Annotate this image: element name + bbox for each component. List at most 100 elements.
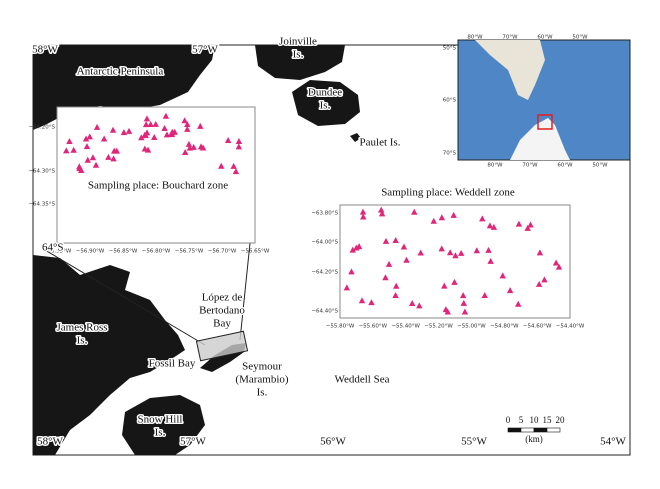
inset-title: Sampling place: Bouchard zone xyxy=(88,180,228,192)
sampling-point xyxy=(70,146,77,153)
inset-y-tick-label: −64.20°S xyxy=(311,270,338,276)
sampling-point xyxy=(66,137,73,144)
longitude-label: 55°W xyxy=(461,436,487,448)
sampling-point xyxy=(446,249,454,256)
sampling-point xyxy=(451,278,458,285)
inset-x-tick-label: −55.20°W xyxy=(424,324,453,330)
sampling-point xyxy=(506,287,514,294)
sampling-point xyxy=(235,143,243,150)
sampling-point xyxy=(378,206,385,213)
sampling-point xyxy=(417,249,424,256)
sampling-point xyxy=(143,115,151,122)
overview-longitude: 50°W xyxy=(572,35,588,41)
labels: 58°W 57°W 58°W 57°W 56°W 55°W 54°W 64°S Antarcti… xyxy=(31,34,628,449)
scale-segment xyxy=(507,427,522,433)
dundee-island xyxy=(292,80,360,126)
paulet-island xyxy=(350,133,361,142)
sampling-point xyxy=(536,249,544,256)
sampling-point xyxy=(408,299,416,306)
inset-x-tick-label: −54.60°W xyxy=(523,324,552,330)
place-label: Joinville xyxy=(279,36,317,48)
sampling-point xyxy=(515,300,522,307)
scale-segment xyxy=(546,427,561,433)
scale-label: 20 xyxy=(556,415,566,425)
inset-x-tick-label: −56.95°W xyxy=(43,249,72,255)
sampling-point xyxy=(392,292,399,299)
sampling-point xyxy=(110,155,117,162)
sampling-point xyxy=(403,256,410,263)
sampling-point xyxy=(411,208,418,215)
sampling-point xyxy=(92,161,100,168)
sampling-point xyxy=(541,276,548,283)
sampling-point xyxy=(111,147,118,154)
sampling-point xyxy=(235,138,243,145)
sampling-point xyxy=(162,112,170,119)
sampling-point xyxy=(142,121,150,128)
inset-x-tick-label: −56.80°W xyxy=(142,249,171,255)
inset-frame xyxy=(339,204,571,319)
sampling-point xyxy=(185,140,193,147)
inset-x-tick-label: −55.40°W xyxy=(391,324,420,330)
sampling-point xyxy=(184,125,191,132)
inset-y-tick-label: −64.40°S xyxy=(311,309,338,315)
sampling-point xyxy=(109,126,117,133)
place-label: Paulet Is. xyxy=(360,137,401,149)
place-label: Is. xyxy=(155,427,166,439)
sampling-point xyxy=(360,213,367,220)
sampling-point xyxy=(461,308,469,315)
sampling-point xyxy=(359,208,367,215)
overview-land xyxy=(510,118,570,160)
study-area xyxy=(195,330,249,362)
scale-label: 5 xyxy=(519,415,524,425)
place-label: Is. xyxy=(257,387,268,399)
sampling-point xyxy=(486,222,494,229)
sampling-point xyxy=(161,124,168,131)
sampling-point xyxy=(82,135,90,142)
sampling-point xyxy=(552,259,560,266)
inset-x-tick-label: −55.80°W xyxy=(326,324,355,330)
sampling-point xyxy=(382,237,390,244)
sampling-point xyxy=(120,129,128,136)
sampling-point xyxy=(144,146,152,153)
sampling-point xyxy=(368,299,375,306)
sampling-point xyxy=(348,268,355,275)
place-label: Is. xyxy=(293,49,304,61)
sampling-point xyxy=(524,224,531,231)
sampling-point xyxy=(230,162,237,169)
sampling-point xyxy=(78,167,85,174)
latitude-label: 64°S xyxy=(42,242,64,254)
place-label: James Ross xyxy=(56,322,107,334)
inset-y-tick-label: −63.80°S xyxy=(311,211,338,217)
sampling-point xyxy=(100,135,108,142)
place-label: Is. xyxy=(77,335,88,347)
sampling-point xyxy=(125,127,133,134)
sampling-point xyxy=(527,221,534,228)
overview-longitude: 70°W xyxy=(502,35,518,41)
joinville-island xyxy=(255,45,345,80)
sampling-point xyxy=(535,280,543,287)
overview-longitude: 50°W xyxy=(592,163,608,169)
james-ross-island xyxy=(33,255,185,455)
sampling-point xyxy=(555,263,563,270)
place-label: Weddell Sea xyxy=(334,374,389,386)
sampling-point xyxy=(485,246,492,253)
sampling-point xyxy=(151,133,158,140)
sampling-point xyxy=(393,282,400,289)
insets: −64.20°S −64.30°S −64.35°S −56.95°W −56.90°W… xyxy=(28,106,585,330)
sampling-point xyxy=(382,274,389,281)
sampling-point xyxy=(218,162,225,169)
callouts xyxy=(44,242,251,362)
sampling-point xyxy=(400,243,408,250)
sampling-point xyxy=(479,215,486,222)
overview-latitude: 70°S xyxy=(443,151,457,157)
sampling-point xyxy=(385,260,393,267)
inset-y-tick-label: −64.35°S xyxy=(28,202,55,208)
overview-land xyxy=(475,40,545,100)
sampling-point xyxy=(232,168,240,175)
overview-longitude: 60°W xyxy=(557,163,573,169)
inset-frame xyxy=(56,106,256,244)
place-label: (Marambio) xyxy=(235,374,288,386)
longitude-label: 56°W xyxy=(320,436,346,448)
sampling-point xyxy=(353,244,360,251)
